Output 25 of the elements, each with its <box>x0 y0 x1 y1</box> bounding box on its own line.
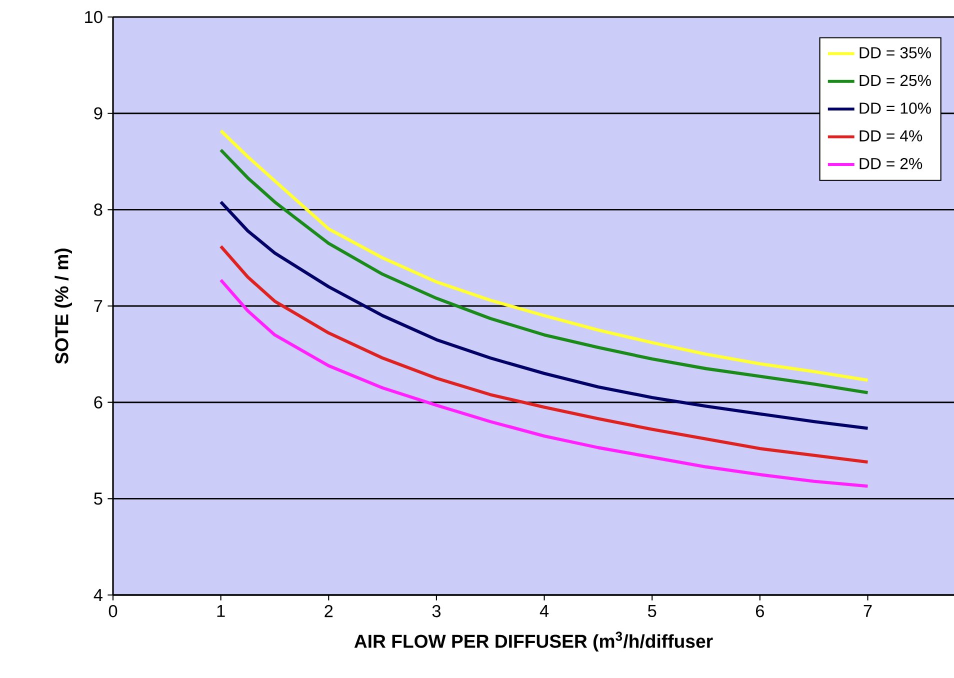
line-series <box>219 200 870 430</box>
legend-label: DD = 10% <box>860 102 931 114</box>
legend-label: DD = 2% <box>860 158 922 170</box>
y-tick-label: 5 <box>94 492 102 505</box>
y-tick-label: 7 <box>94 300 102 312</box>
x-tick-label: 5 <box>648 605 656 618</box>
y-tick-label: 10 <box>85 10 102 24</box>
line-series <box>219 278 870 488</box>
x-tick-label: 3 <box>432 605 441 618</box>
y-tick-label: 9 <box>94 107 102 120</box>
legend-label: DD = 35% <box>860 47 931 58</box>
y-axis-title: SOTE (% / m) <box>54 248 72 364</box>
x-tick-label: 6 <box>756 605 764 618</box>
x-tick-label: 4 <box>540 605 549 617</box>
y-tick-label: 6 <box>94 396 102 408</box>
y-tick-label: 8 <box>94 204 102 216</box>
legend-label: DD = 25% <box>860 74 931 86</box>
y-tick-label: 4 <box>94 589 102 601</box>
x-axis-title: AIR FLOW PER DIFFUSER (m$^{3}$/h/diffuser <box>354 632 713 652</box>
x-tick-label: 0 <box>108 605 118 618</box>
line-series <box>219 244 870 464</box>
legend-label: DD = 4% <box>860 130 922 142</box>
x-tick-label: 1 <box>217 605 225 617</box>
x-tick-label: 7 <box>864 605 872 617</box>
x-tick-label: 2 <box>324 605 333 618</box>
